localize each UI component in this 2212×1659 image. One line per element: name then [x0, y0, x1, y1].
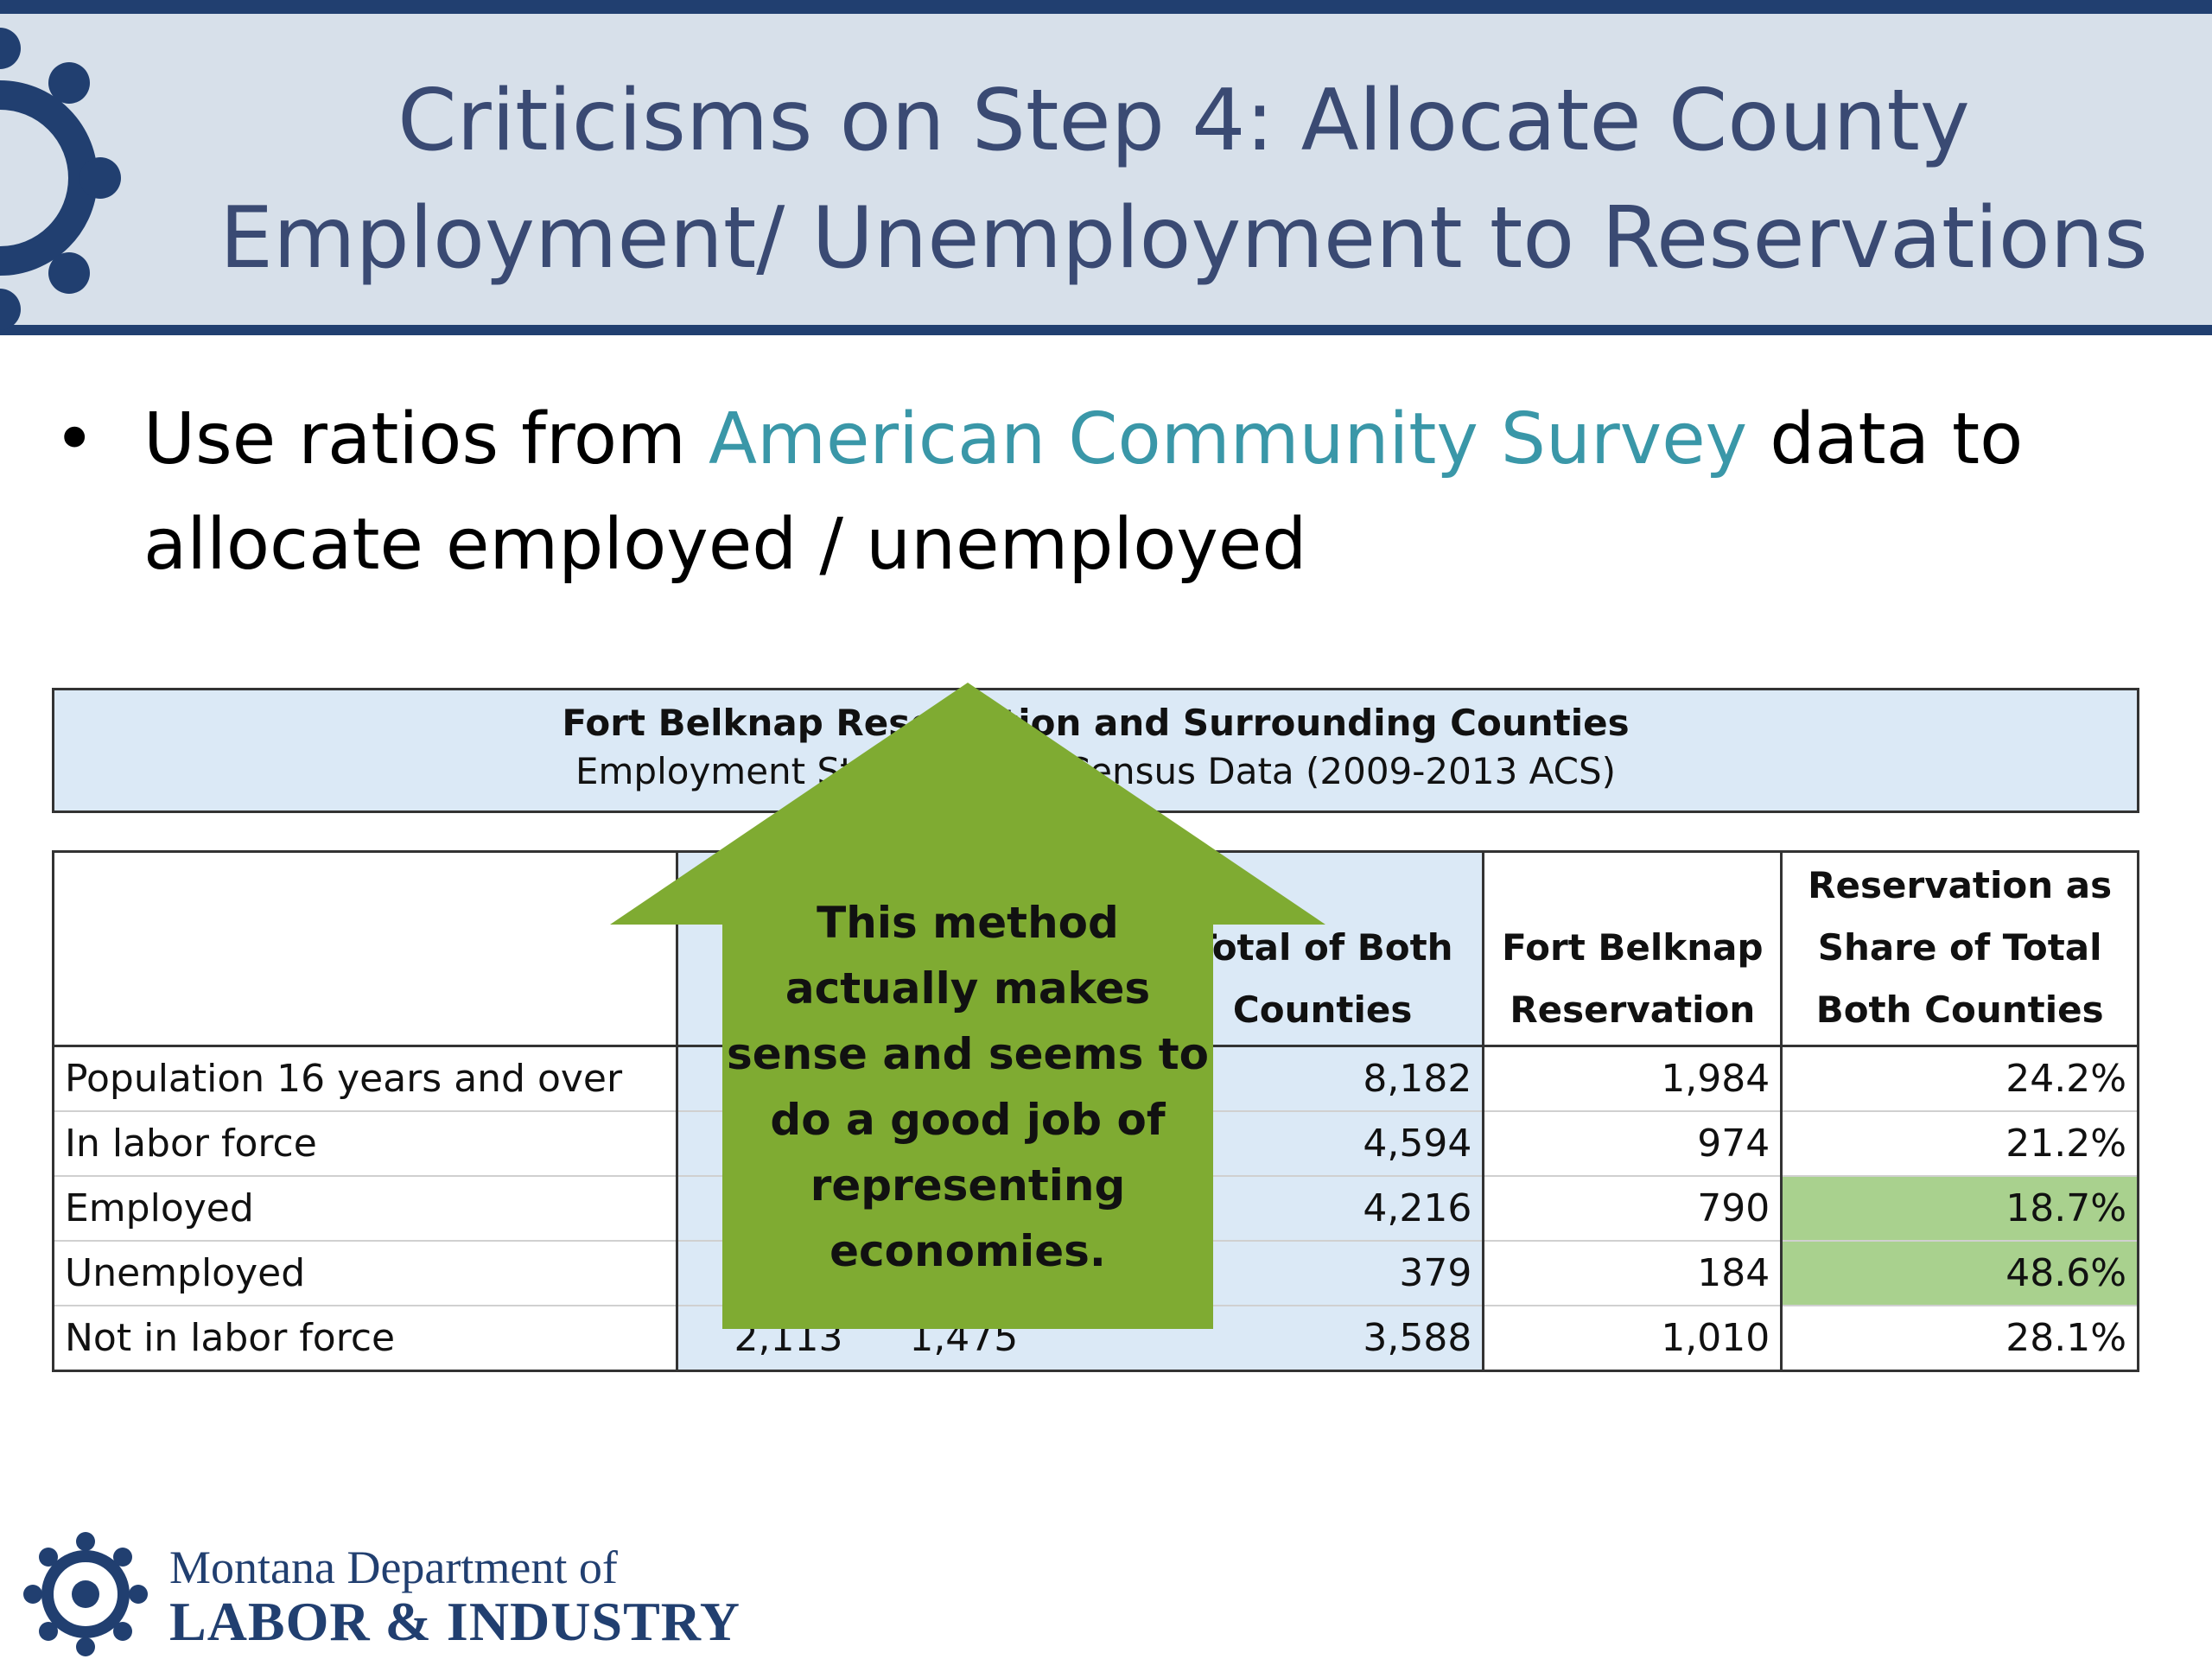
header-total-line2: Counties: [1232, 988, 1413, 1031]
slide-header: Criticisms on Step 4: Allocate County Em…: [0, 0, 2212, 335]
table-caption-title: Fort Belknap Reservation and Surrounding…: [562, 702, 1630, 744]
callout-text: This method actually makes sense and see…: [726, 890, 1210, 1284]
header-share-line3: Both Counties: [1815, 988, 2104, 1031]
header-reservation-line1: Fort Belknap: [1502, 926, 1764, 969]
bullet-text-line2: allocate employed / unemployed: [143, 504, 1307, 586]
row-label: Population 16 years and over: [53, 1045, 678, 1111]
header-share: Reservation as Share of Total Both Count…: [1781, 851, 2139, 1047]
up-arrow-callout-shape: [610, 683, 1325, 1329]
cell-reservation: 790: [1483, 1175, 1783, 1241]
header-share-line1: Reservation as: [1808, 864, 2113, 906]
cell-total: 379: [1162, 1240, 1485, 1306]
cell-total: 4,216: [1162, 1175, 1485, 1241]
row-label: Employed: [53, 1175, 678, 1241]
cell-share-highlighted: 48.6%: [1781, 1240, 2139, 1306]
title-line-1: Criticisms on Step 4: Allocate County: [397, 72, 1970, 170]
cell-total: 3,588: [1162, 1305, 1485, 1372]
cell-total: 4,594: [1162, 1110, 1485, 1176]
callout-line: do a good job of: [770, 1095, 1166, 1145]
gear-logo-icon: [0, 28, 121, 330]
cell-reservation: 184: [1483, 1240, 1783, 1306]
callout-line: representing: [810, 1160, 1126, 1211]
header-total-line1: Total of Both: [1192, 926, 1453, 969]
cell-total: 8,182: [1162, 1045, 1485, 1111]
slide-title: Criticisms on Step 4: Allocate County Em…: [190, 62, 2177, 297]
callout-line: sense and seems to: [727, 1029, 1209, 1079]
cell-share: 28.1%: [1781, 1305, 2139, 1372]
callout-line: This method: [817, 898, 1119, 948]
cell-reservation: 1,984: [1483, 1045, 1783, 1111]
bullet-point: • Use ratios from American Community Sur…: [54, 387, 2127, 598]
department-wordmark: Montana Department of LABOR & INDUSTRY: [169, 1541, 741, 1650]
header-share-line2: Share of Total: [1817, 926, 2102, 969]
title-line-2: Employment/ Unemployment to Reservations: [219, 189, 2148, 288]
row-label: In labor force: [53, 1110, 678, 1176]
bullet-text-before: Use ratios from: [143, 398, 709, 480]
cell-share-highlighted: 18.7%: [1781, 1175, 2139, 1241]
header-reservation: Fort Belknap Reservation: [1483, 851, 1783, 1047]
row-label: Unemployed: [53, 1240, 678, 1306]
callout-line: economies.: [830, 1226, 1106, 1276]
row-label: Not in labor force: [53, 1305, 678, 1372]
bullet-text: Use ratios from American Community Surve…: [143, 387, 2127, 598]
footer-line-1: Montana Department of: [169, 1541, 618, 1593]
header-reservation-line2: Reservation: [1510, 988, 1756, 1031]
header-blank: [53, 851, 678, 1047]
footer-line-2: LABOR & INDUSTRY: [169, 1591, 741, 1652]
cell-reservation: 974: [1483, 1110, 1783, 1176]
cell-reservation: 1,010: [1483, 1305, 1783, 1372]
cell-share: 24.2%: [1781, 1045, 2139, 1111]
department-seal-icon: [23, 1532, 148, 1656]
bullet-text-after: data to: [1747, 398, 2024, 480]
callout-line: actually makes: [785, 963, 1151, 1014]
acs-link-text: American Community Survey: [709, 398, 1748, 480]
cell-share: 21.2%: [1781, 1110, 2139, 1176]
bullet-marker: •: [54, 398, 96, 480]
